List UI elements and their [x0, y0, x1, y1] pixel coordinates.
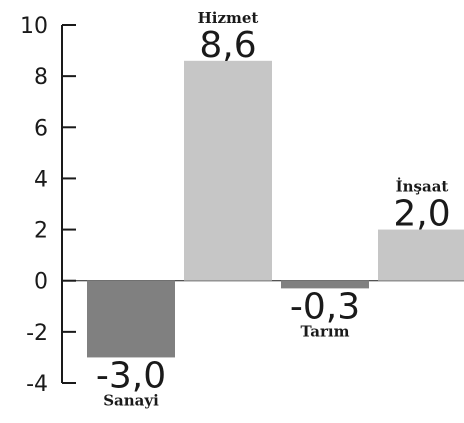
category-label: İnşaat	[396, 177, 449, 196]
category-label: Sanayi	[103, 391, 159, 409]
category-label: Tarım	[301, 322, 350, 340]
bar-hizmet	[184, 60, 272, 281]
category-label: Hizmet	[198, 9, 259, 27]
value-label: -0,3	[290, 286, 360, 327]
y-tick-label: 6	[34, 116, 48, 141]
bar-sanayi	[87, 280, 175, 358]
value-label: -3,0	[96, 355, 166, 396]
y-tick-label: 0	[34, 270, 48, 295]
bar-tarım	[281, 280, 369, 289]
value-label: 8,6	[199, 25, 256, 66]
y-tick-label: 8	[34, 65, 48, 90]
y-tick-label: 2	[34, 219, 48, 244]
y-tick-label: 10	[20, 14, 48, 39]
value-label: 2,0	[393, 194, 450, 235]
y-tick-label: -2	[26, 321, 48, 346]
bar-i̇nşaat	[378, 229, 464, 281]
y-tick-label: 4	[34, 167, 48, 192]
bars-group	[87, 60, 464, 358]
y-tick-label: -4	[26, 372, 48, 397]
